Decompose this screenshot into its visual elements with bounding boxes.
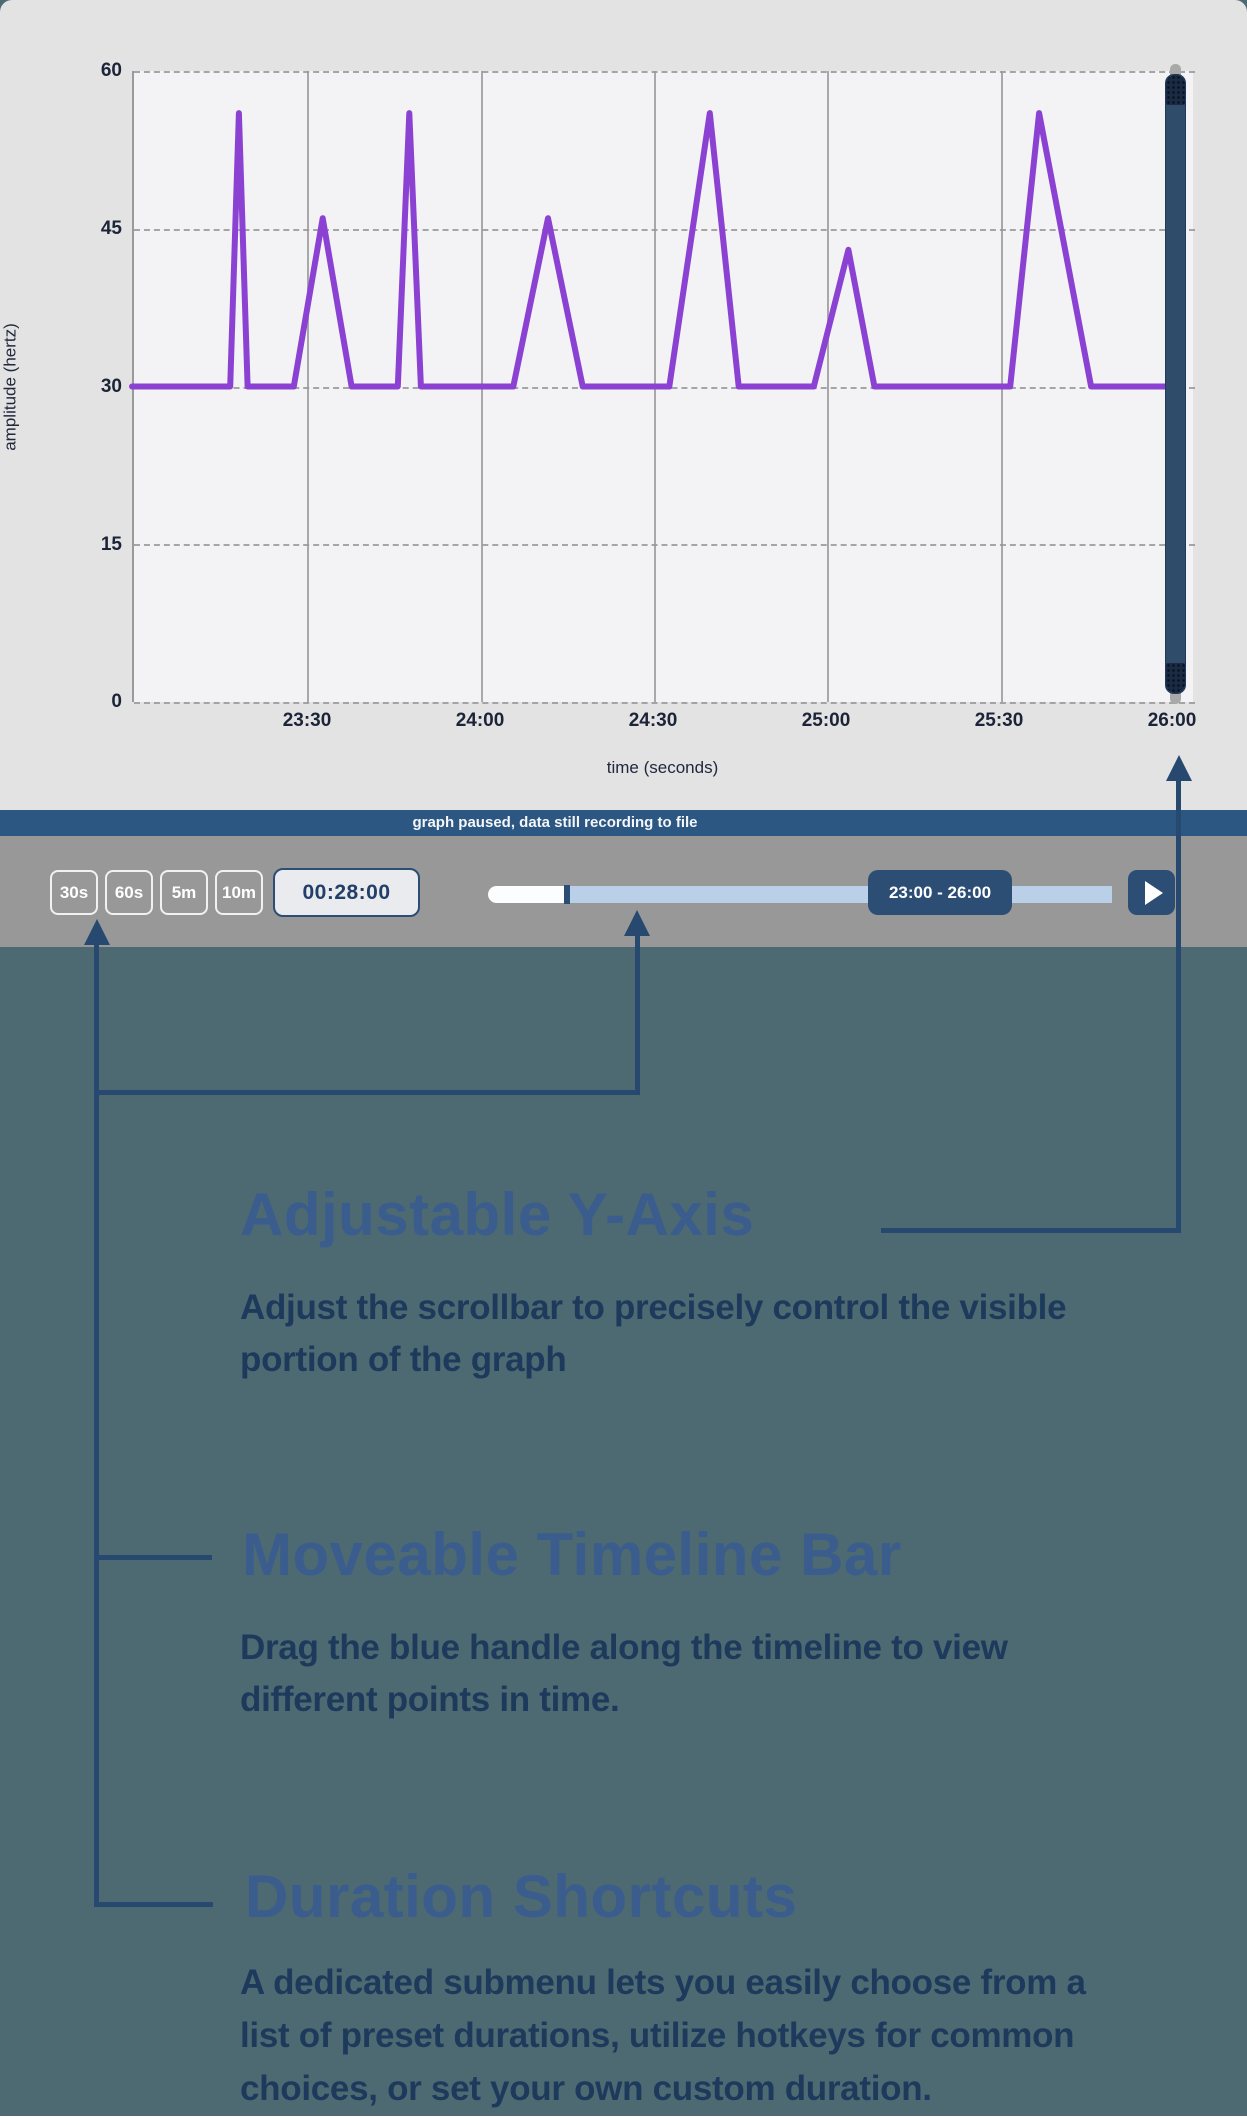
x-tick-label: 24:00 bbox=[455, 710, 505, 731]
gridline-vertical bbox=[307, 71, 309, 702]
bottom-edge-strip bbox=[0, 2116, 1247, 2126]
body-moveable-line-2: different points in time. bbox=[240, 1680, 620, 1719]
heading-moveable-timeline-bar: Moveable Timeline Bar bbox=[242, 1521, 902, 1588]
toolbar: 30s 60s 5m 10m 00:28:00 23:00 - 26:00 bbox=[0, 836, 1247, 947]
duration-button-30s[interactable]: 30s bbox=[50, 870, 98, 915]
play-button[interactable] bbox=[1128, 870, 1175, 915]
gridline-horizontal bbox=[134, 71, 1195, 73]
x-tick-label: 24:30 bbox=[628, 710, 678, 731]
body-adjustable-line-1: Adjust the scrollbar to precisely contro… bbox=[240, 1288, 1067, 1327]
connector-slider-vertical bbox=[635, 934, 640, 1095]
x-axis-title: time (seconds) bbox=[606, 758, 719, 777]
body-duration-line-3: choices, or set your own custom duration… bbox=[240, 2069, 932, 2108]
timeline-elapsed-segment[interactable] bbox=[488, 886, 564, 903]
connector-moveable-stub bbox=[97, 1555, 212, 1560]
custom-duration-display[interactable]: 00:28:00 bbox=[273, 868, 420, 917]
scrollbar-grip-top-icon[interactable] bbox=[1166, 75, 1185, 105]
play-icon bbox=[1144, 880, 1163, 905]
y-tick-label: 45 bbox=[100, 218, 122, 239]
x-tick-label: 26:00 bbox=[1147, 710, 1197, 731]
arrow-to-scrollbar bbox=[1166, 755, 1192, 781]
body-duration-line-2: list of preset durations, utilize hotkey… bbox=[240, 2016, 1075, 2055]
scrollbar-grip-bottom-icon[interactable] bbox=[1166, 663, 1185, 693]
y-tick-label: 60 bbox=[100, 60, 122, 81]
y-axis-scrollbar-thumb[interactable] bbox=[1165, 74, 1186, 694]
duration-button-5m[interactable]: 5m bbox=[160, 870, 208, 915]
arrow-to-timeline-handle bbox=[624, 910, 650, 936]
y-tick-label: 15 bbox=[100, 534, 122, 555]
y-tick-label: 30 bbox=[100, 376, 122, 397]
duration-button-60s[interactable]: 60s bbox=[105, 870, 153, 915]
y-axis-title: amplitude (hertz) bbox=[0, 323, 20, 451]
heading-duration-shortcuts: Duration Shortcuts bbox=[245, 1863, 798, 1930]
heading-adjustable-y-axis: Adjustable Y-Axis bbox=[240, 1181, 755, 1248]
x-tick-label: 23:30 bbox=[282, 710, 332, 731]
graph-card: 60 45 30 15 0 23:30 24:00 24:30 25:00 25… bbox=[0, 0, 1247, 810]
status-message: graph paused, data still recording to fi… bbox=[412, 814, 698, 831]
gridline-horizontal bbox=[134, 544, 1195, 546]
body-adjustable-line-2: portion of the graph bbox=[240, 1340, 567, 1379]
timeline-track[interactable] bbox=[570, 886, 1112, 903]
body-moveable-line-1: Drag the blue handle along the timeline … bbox=[240, 1628, 1008, 1667]
gridline-horizontal bbox=[134, 229, 1195, 231]
connector-duration-stub bbox=[94, 1902, 213, 1907]
connector-left-vertical bbox=[94, 940, 99, 1907]
y-tick-label: 0 bbox=[111, 691, 122, 712]
connector-adjustable-horizontal bbox=[881, 1228, 1181, 1233]
gridline-vertical bbox=[827, 71, 829, 702]
amplitude-series-line bbox=[129, 110, 1175, 390]
x-tick-label: 25:00 bbox=[801, 710, 851, 731]
x-tick-label: 25:30 bbox=[974, 710, 1024, 731]
status-bar: graph paused, data still recording to fi… bbox=[0, 810, 1247, 836]
connector-adjustable-vertical bbox=[1176, 779, 1181, 1233]
amplitude-line-chart bbox=[129, 110, 1175, 390]
body-duration-line-1: A dedicated submenu lets you easily choo… bbox=[240, 1963, 1086, 2002]
connector-slider-horizontal bbox=[94, 1090, 640, 1095]
gridline-horizontal bbox=[134, 702, 1195, 704]
timeline-range-badge[interactable]: 23:00 - 26:00 bbox=[868, 870, 1012, 915]
duration-button-10m[interactable]: 10m bbox=[215, 870, 263, 915]
timeline-handle[interactable] bbox=[564, 885, 570, 904]
